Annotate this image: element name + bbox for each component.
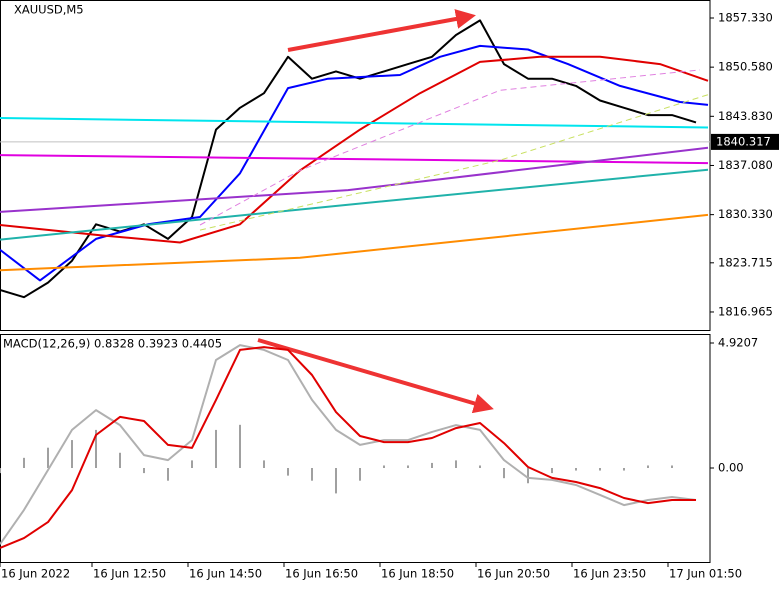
annotation-arrow	[257, 338, 494, 414]
series-line	[0, 346, 696, 549]
series-line	[0, 344, 697, 545]
y-tick-label: 0.00	[718, 461, 744, 475]
annotation-arrow	[287, 9, 476, 52]
last-price-box	[711, 133, 779, 150]
x-tick-label: 16 Jun 23:50	[573, 567, 646, 581]
y-tick-label: 1843.830	[718, 109, 773, 123]
series-line	[0, 168, 709, 241]
series-line	[199, 94, 709, 231]
series-line	[199, 69, 701, 226]
series-line	[0, 44, 709, 282]
series-line	[0, 55, 709, 244]
y-tick-label: 1837.080	[718, 158, 773, 172]
chart-title: XAUUSD,M5	[14, 3, 84, 17]
x-tick-label: 16 Jun 2022	[1, 567, 70, 581]
macd-panel	[0, 334, 711, 563]
series-line	[0, 213, 709, 272]
x-tick-label: 16 Jun 20:50	[477, 567, 550, 581]
x-tick-label: 16 Jun 12:50	[93, 567, 166, 581]
y-tick-label: 1850.580	[718, 60, 773, 74]
last-price-label: 1840.317	[716, 134, 771, 148]
series-line	[0, 146, 709, 213]
y-tick-label: 1857.330	[718, 10, 773, 24]
indicator-title: MACD(12,26,9) 0.8328 0.3923 0.4405	[3, 337, 222, 351]
series-line	[0, 117, 709, 129]
x-tick-label: 16 Jun 18:50	[381, 567, 454, 581]
y-tick-label: 1823.715	[718, 255, 773, 269]
y-tick-label: 1816.965	[718, 304, 773, 318]
y-tick-label: 4.9207	[718, 336, 758, 350]
y-tick-label: 1830.330	[718, 207, 773, 221]
x-tick-label: 17 Jun 01:50	[669, 567, 742, 581]
series-line	[0, 19, 697, 299]
x-tick-label: 16 Jun 16:50	[285, 567, 358, 581]
x-tick-label: 16 Jun 14:50	[189, 567, 262, 581]
